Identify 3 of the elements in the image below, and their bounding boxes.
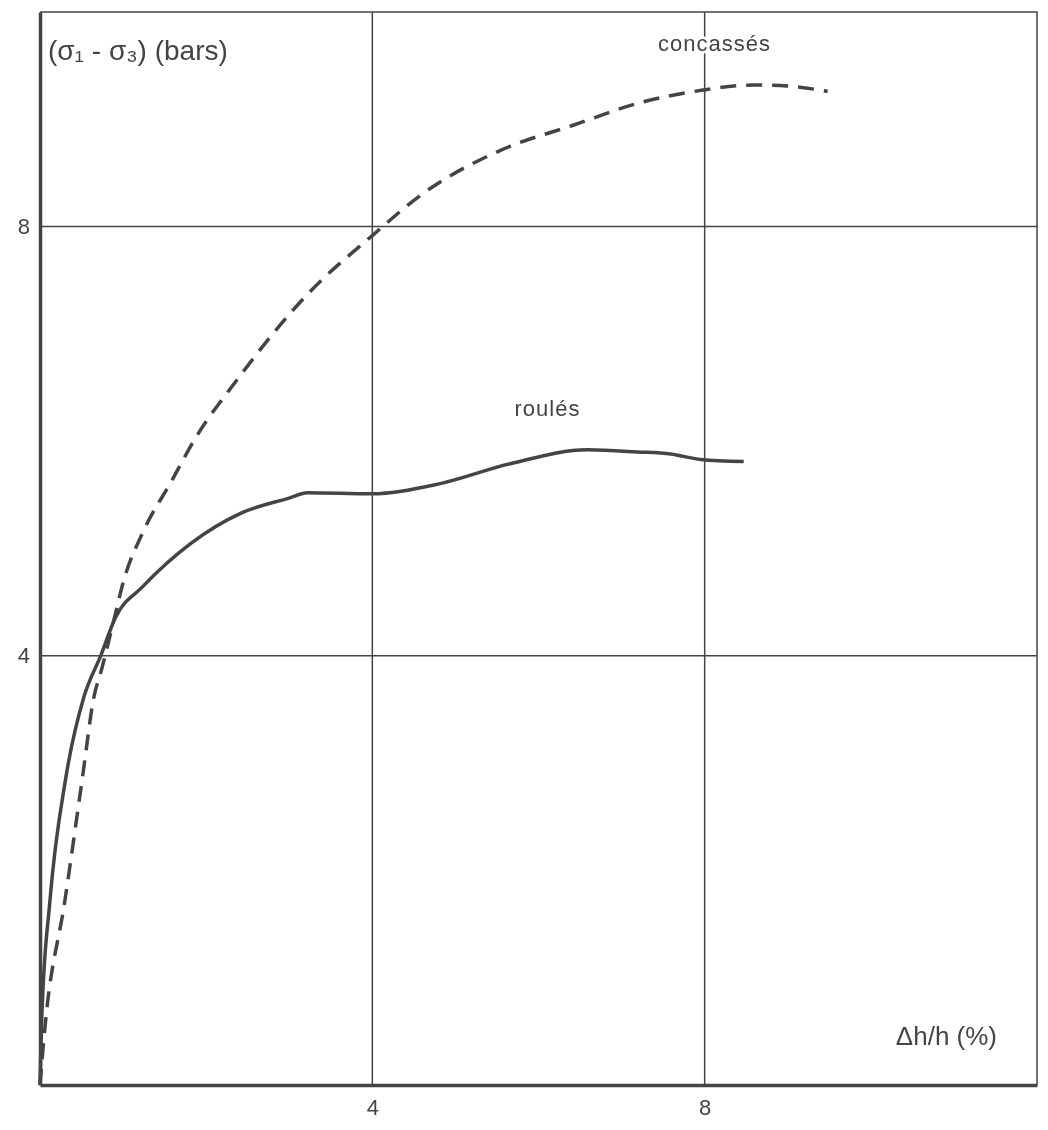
y-axis-title: (σ₁ - σ₃) (bars): [48, 35, 228, 66]
series-label: roulés: [514, 395, 581, 421]
x-axis-title: Δh/h (%): [895, 1021, 997, 1051]
